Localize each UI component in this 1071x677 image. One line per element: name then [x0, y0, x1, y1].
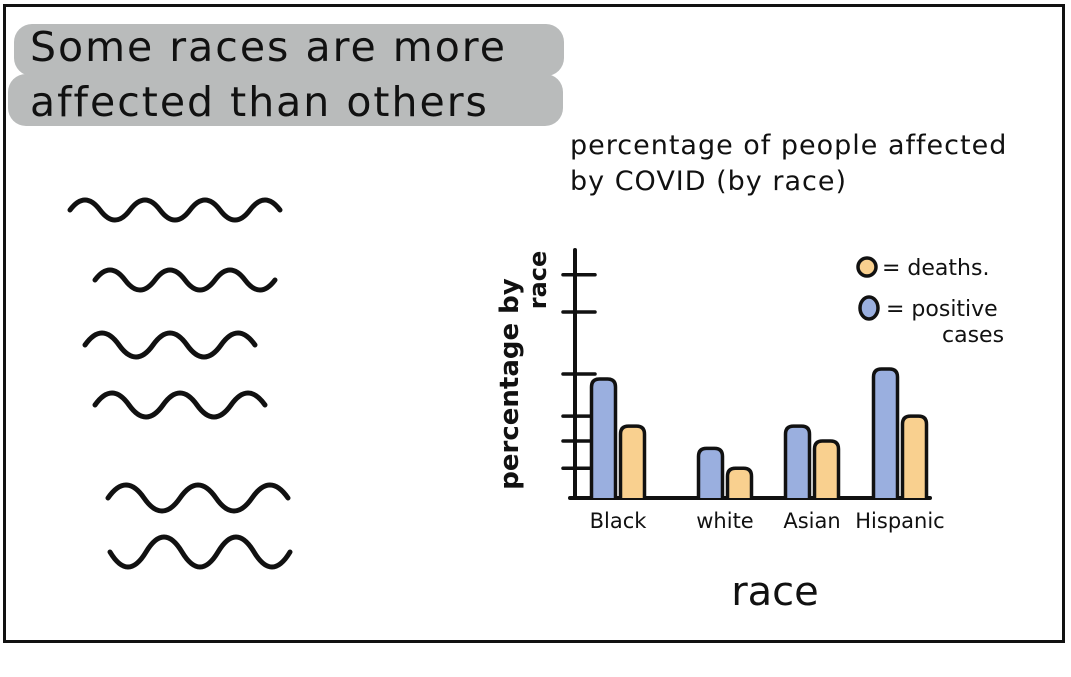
x-tick-label: Asian — [783, 509, 840, 533]
headline-line-2: affected than others — [30, 78, 489, 126]
y-axis-label: percentage by — [495, 278, 525, 490]
y-axis-label-line-2: race — [524, 251, 552, 310]
bar-deaths — [618, 424, 647, 498]
chart-title-line-2: by COVID (by race) — [570, 166, 848, 197]
bar-positive-cases — [696, 446, 725, 498]
legend-label-deaths: = deaths. — [882, 256, 989, 281]
legend-swatch-deaths — [856, 256, 878, 278]
bar-deaths — [812, 439, 841, 498]
x-axis-label: race — [731, 569, 819, 615]
bar-positive-cases — [871, 367, 900, 498]
legend-label-positive-cases-line-2: cases — [942, 323, 1004, 348]
bar-deaths — [725, 466, 754, 498]
headline-highlight — [8, 74, 563, 126]
squiggle-line — [82, 330, 258, 360]
bar-deaths — [900, 414, 929, 498]
x-tick-label: Black — [590, 509, 648, 533]
legend-label-positive-cases: = positive — [886, 297, 998, 322]
bar-positive-cases — [783, 424, 812, 498]
squiggle-placeholder-lines — [67, 197, 293, 570]
bar-positive-cases — [589, 377, 618, 498]
squiggle-line — [67, 197, 283, 223]
squiggle-line — [92, 390, 268, 420]
chart-title-line-1: percentage of people affected — [570, 130, 1008, 161]
chart-title: percentage of people affected by COVID (… — [570, 128, 1050, 200]
squiggle-line — [107, 534, 293, 570]
legend-swatch-positive-cases — [858, 295, 880, 321]
squiggle-line — [105, 482, 291, 514]
headline-line-1: Some races are more — [30, 23, 507, 71]
headline: Some races are more affected than others — [30, 20, 590, 130]
squiggle-line — [92, 267, 278, 293]
x-tick-label: white — [696, 509, 753, 533]
headline-highlight — [14, 24, 564, 76]
x-tick-label: Hispanic — [855, 509, 944, 533]
